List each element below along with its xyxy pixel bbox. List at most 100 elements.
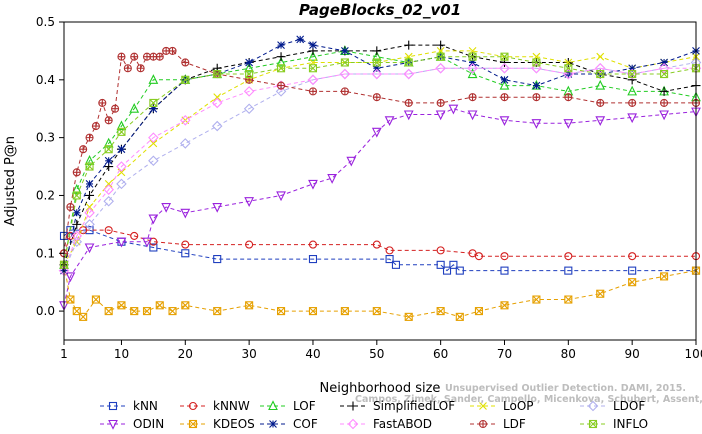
y-tick-label: 0.5: [36, 15, 55, 29]
x-tick-label: 10: [114, 347, 129, 361]
data-point-COF: [500, 75, 509, 84]
data-point-ODIN: [659, 110, 669, 121]
data-point-INFLO: [213, 69, 222, 79]
data-point-KDEOS: [564, 295, 573, 304]
data-point-INFLO: [72, 191, 81, 200]
data-point-ODIN: [371, 127, 382, 138]
data-point-kNNW: [468, 249, 477, 258]
data-point-LDF: [564, 93, 573, 102]
data-point-INFLO: [308, 64, 318, 73]
data-point-kNN: [391, 260, 401, 269]
data-point-LDOF: [275, 86, 287, 97]
data-point-ODIN: [327, 174, 338, 184]
data-point-INFLO: [436, 52, 445, 61]
data-point-KDEOS: [104, 307, 113, 316]
y-axis-label: Adjusted P@n: [3, 136, 18, 226]
y-axis: 0.0 0.1 0.2 0.3 0.4 0.5: [36, 15, 64, 318]
data-point-INFLO: [245, 69, 254, 79]
data-point-LDF: [117, 52, 126, 61]
data-point-COF: [660, 58, 668, 67]
data-point-COF: [245, 58, 254, 67]
y-tick-label: 0.0: [36, 304, 55, 318]
data-point-COF: [85, 180, 94, 188]
data-point-LDF: [181, 58, 190, 67]
data-point-COF: [372, 64, 381, 73]
data-point-LDF: [372, 93, 381, 102]
data-point-LDF: [72, 168, 81, 177]
data-point-ODIN: [161, 202, 172, 213]
data-point-kNN: [500, 266, 509, 275]
data-point-FastABOD: [594, 62, 606, 74]
data-point-KDEOS: [155, 301, 164, 310]
series-LOF: [59, 45, 701, 269]
data-point-kNNW: [149, 237, 158, 246]
data-point-KDEOS: [213, 307, 222, 316]
y-tick-label: 0.1: [36, 246, 55, 260]
data-point-COF: [117, 145, 126, 154]
data-point-KDEOS: [117, 301, 126, 310]
data-point-LOF: [371, 50, 382, 61]
credit-line-1: Unsupervised Outlier Detection. DAMI, 20…: [445, 383, 686, 394]
legend-marker-LoOP: [479, 402, 487, 410]
legend-label: LDOF: [613, 399, 645, 413]
data-point-COF: [468, 58, 477, 67]
data-point-LDF: [628, 98, 637, 107]
x-tick-label: 60: [433, 347, 448, 361]
data-point-ODIN: [384, 116, 395, 127]
data-point-kNNW: [385, 246, 394, 255]
legend-entry-KDEOS: KDEOS: [180, 417, 255, 431]
y-tick-label: 0.4: [36, 73, 55, 87]
data-point-FastABOD: [658, 62, 670, 74]
legend-entry-SimplifiedLOF: SimplifiedLOF: [340, 399, 455, 413]
data-point-KDEOS: [474, 307, 483, 316]
x-tick-label: 80: [561, 347, 576, 361]
legend-marker-SimplifiedLOF: [348, 401, 358, 411]
data-point-KDEOS: [660, 272, 669, 281]
data-point-LDF: [404, 98, 413, 107]
data-point-INFLO: [85, 162, 94, 171]
data-point-LOF: [595, 79, 606, 90]
data-point-SimplifiedLOF: [85, 190, 95, 200]
legend-marker-ODIN: [108, 419, 118, 430]
legend-label: LOF: [293, 399, 316, 413]
legend-entry-LOF: LOF: [260, 399, 316, 413]
data-point-INFLO: [340, 58, 349, 67]
legend-label: LDF: [503, 417, 526, 431]
data-point-FastABOD: [499, 62, 510, 74]
plot-area: [58, 35, 702, 321]
legend-entry-INFLO: INFLO: [580, 417, 648, 431]
data-point-LDF: [130, 52, 139, 61]
data-point-COF: [532, 81, 541, 90]
data-point-INFLO: [596, 69, 605, 79]
data-point-LDF: [136, 64, 145, 73]
x-tick-label: 70: [497, 347, 512, 361]
data-point-KDEOS: [130, 307, 139, 316]
legend: kNN kNNW LOF SimplifiedLOF LoOP LDOF ODIN KDEOS…: [100, 399, 648, 431]
data-point-kNNW: [474, 252, 483, 261]
data-point-LoOP: [117, 168, 126, 177]
x-tick-label: 40: [305, 347, 320, 361]
data-point-INFLO: [117, 127, 126, 136]
data-point-FastABOD: [435, 62, 446, 74]
series-line-kNNW: [63, 229, 696, 257]
data-point-FastABOD: [211, 97, 223, 109]
data-point-SimplifiedLOF: [372, 46, 382, 56]
series-line-ODIN: [63, 108, 697, 306]
data-point-KDEOS: [532, 295, 541, 304]
data-point-COF: [628, 64, 637, 73]
data-point-LDF: [111, 104, 120, 113]
data-point-SimplifiedLOF: [436, 40, 446, 50]
legend-marker-INFLO: [588, 419, 598, 429]
data-point-LOF: [71, 183, 82, 194]
data-point-LDF: [500, 93, 509, 102]
data-point-LOF: [129, 102, 140, 113]
data-point-COF: [309, 41, 317, 50]
x-tick-label: 90: [625, 347, 640, 361]
data-point-FastABOD: [371, 68, 383, 80]
data-point-COF: [341, 47, 349, 55]
data-point-LDOF: [243, 103, 255, 115]
data-point-kNN: [149, 243, 158, 252]
data-point-LOF: [244, 62, 255, 73]
legend-label: kNNW: [213, 399, 250, 413]
x-tick-label: 50: [369, 347, 384, 361]
